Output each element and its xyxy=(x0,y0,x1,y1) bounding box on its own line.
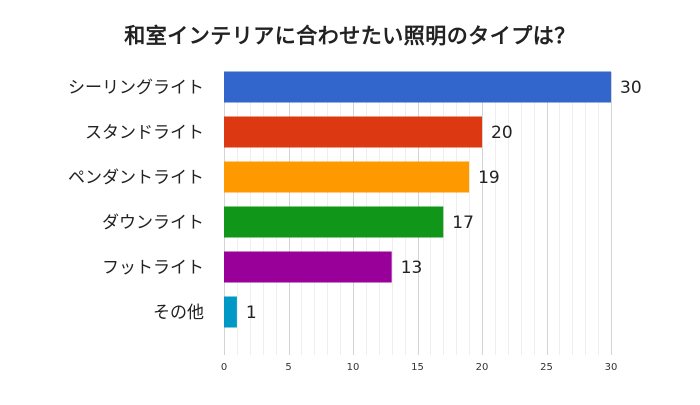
value-label: 17 xyxy=(452,213,474,233)
bar xyxy=(224,161,470,193)
x-tick-label: 10 xyxy=(347,362,360,373)
value-label: 19 xyxy=(478,168,500,188)
category-label: シーリングライト xyxy=(68,78,204,98)
value-label: 30 xyxy=(620,78,642,98)
x-tick-label: 0 xyxy=(221,362,227,373)
bar xyxy=(224,206,444,238)
category-label: スタンドライト xyxy=(85,123,204,143)
bar xyxy=(224,251,392,283)
value-label: 13 xyxy=(401,258,423,278)
category-label: ペンダントライト xyxy=(68,168,204,188)
value-label: 1 xyxy=(246,303,257,323)
bar xyxy=(224,116,482,148)
category-label: フットライト xyxy=(102,258,204,278)
bar xyxy=(224,296,237,328)
x-tick-label: 20 xyxy=(476,362,489,373)
x-tick-label: 30 xyxy=(605,362,618,373)
bar xyxy=(224,71,611,103)
value-label: 20 xyxy=(491,123,513,143)
category-label: その他 xyxy=(153,303,204,323)
x-tick-label: 15 xyxy=(411,362,424,373)
category-label: ダウンライト xyxy=(102,213,204,233)
x-tick-label: 5 xyxy=(285,362,291,373)
chart-title: 和室インテリアに合わせたい照明のタイプは？ xyxy=(124,24,576,48)
x-tick-label: 25 xyxy=(540,362,553,373)
